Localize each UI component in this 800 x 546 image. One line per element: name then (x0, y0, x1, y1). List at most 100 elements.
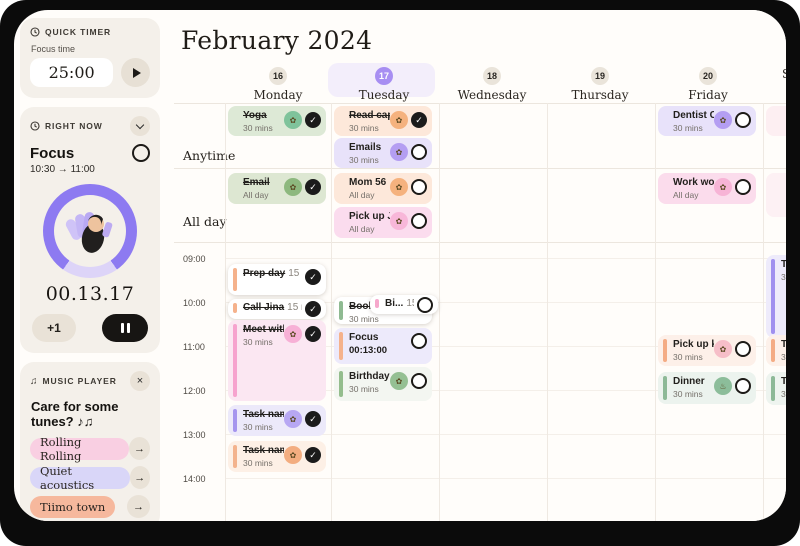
task-checkbox[interactable]: ✓ (305, 326, 321, 342)
task-checkbox[interactable] (411, 333, 427, 349)
event-title: Meet with Clem (243, 324, 284, 335)
flower-icon: ✿ (284, 446, 302, 464)
anytime-row-label: Anytime (183, 148, 236, 163)
close-music-button[interactable]: × (130, 371, 150, 391)
day-header-tuesday[interactable]: 17 Tuesday (331, 67, 437, 102)
event-card[interactable]: Focus 00:13:00 (334, 328, 432, 364)
event-card[interactable]: Pick up Jack at All day ✿ (334, 207, 432, 238)
event-title: Task name (243, 409, 284, 420)
day-header-wednesday[interactable]: 18 Wednesday (439, 67, 545, 102)
grid-line (547, 103, 548, 521)
task-checkbox[interactable] (411, 179, 427, 195)
hour-label: 14:00 (183, 474, 206, 484)
task-checkbox[interactable]: ✓ (305, 179, 321, 195)
event-title: Pick up kids (673, 339, 714, 350)
flower-icon: ✿ (284, 410, 302, 428)
task-checkbox[interactable]: ✓ (411, 112, 427, 128)
event-title: Book (349, 301, 374, 312)
task-checkbox[interactable]: ✓ (305, 112, 321, 128)
event-card[interactable]: Task name 30 mins (766, 372, 786, 405)
event-subtitle: 30 mins (673, 352, 703, 362)
open-playlist-button[interactable]: → (127, 495, 150, 518)
pause-icon (120, 323, 124, 333)
event-card[interactable]: Read cap 2 30 mins ✿✓ (334, 106, 432, 136)
event-content: Task name 30 mins (781, 339, 786, 362)
timer-duration-input[interactable]: 25:00 (30, 58, 114, 87)
event-subtitle: All day (349, 224, 375, 234)
event-duration-bar (233, 445, 237, 468)
event-icons: ✿ (390, 372, 427, 390)
timer-progress-ring (43, 184, 137, 278)
day-name: Monday (253, 88, 303, 102)
task-checkbox[interactable] (417, 297, 433, 313)
event-card[interactable]: Emails 30 mins ✿ (334, 138, 432, 168)
scooter-icon: ✿ (714, 340, 732, 358)
task-checkbox[interactable]: ✓ (305, 301, 321, 317)
task-checkbox[interactable] (735, 341, 751, 357)
event-subtitle: All day (243, 190, 269, 200)
allday-row-label: All day (183, 214, 227, 229)
event-card[interactable]: Bi...15 min (370, 295, 438, 314)
event-subtitle: All day (673, 190, 699, 200)
clock-icon (30, 27, 40, 37)
task-checkbox[interactable] (735, 179, 751, 195)
grid-line (225, 346, 786, 347)
focus-illustration (65, 212, 113, 253)
pause-button[interactable] (102, 314, 148, 342)
event-card[interactable]: Dinner 30 mins ♨ (658, 372, 756, 404)
task-checkbox[interactable] (411, 144, 427, 160)
task-checkbox[interactable]: ✓ (305, 447, 321, 463)
event-card[interactable]: Meet with Clem 30 mins ✿✓ (228, 320, 326, 401)
task-checkbox[interactable] (735, 378, 751, 394)
event-subtitle: 30 mins (349, 314, 379, 324)
event-card[interactable]: Email All day ✿ ✓ (228, 173, 326, 204)
right-now-title: RIGHT NOW (45, 121, 103, 131)
event-card[interactable] (766, 173, 786, 217)
event-title: Dentist Check (673, 110, 714, 121)
open-playlist-button[interactable]: → (129, 466, 150, 489)
event-icons (417, 297, 433, 313)
event-card[interactable]: Dentist Check 30 mins ✿ (658, 106, 756, 136)
playlist-pill[interactable]: Quiet acoustics (30, 464, 130, 492)
day-header-friday[interactable]: 20 Friday (655, 67, 761, 102)
task-checkbox[interactable]: ✓ (305, 269, 321, 285)
task-checkbox[interactable]: ✓ (305, 411, 321, 427)
open-playlist-button[interactable]: → (128, 437, 150, 460)
event-title: Task name (781, 376, 786, 387)
plus-one-button[interactable]: +1 (32, 314, 76, 342)
playlist-pill[interactable]: Tiimo town (30, 495, 116, 518)
event-title: Mom 56 (349, 177, 387, 188)
event-card[interactable]: Task name 30 mins ✿✓ (228, 405, 326, 436)
day-header-thursday[interactable]: 19 Thursday (547, 67, 653, 102)
event-card[interactable] (766, 106, 786, 136)
day-header-saturday[interactable]: Saturday (782, 67, 786, 81)
event-card[interactable]: Task name 30 mins (766, 255, 786, 338)
playlist-pill[interactable]: Rolling Rolling (30, 435, 129, 463)
event-card[interactable]: Birthday prep 30 mins ✿ (334, 367, 432, 401)
event-subtitle: 30 mins (673, 123, 703, 133)
event-content: Read cap 2 30 mins (349, 110, 390, 133)
grid-line (174, 242, 786, 243)
event-card[interactable]: Task name 30 mins ✿✓ (228, 441, 326, 472)
day-header-monday[interactable]: 16 Monday (225, 67, 331, 102)
current-task-checkbox[interactable] (132, 144, 150, 162)
event-card[interactable]: Mom 56 All day ✿ (334, 173, 432, 204)
event-duration-bar (771, 376, 775, 401)
music-player-title: MUSIC PLAYER (42, 376, 117, 386)
event-card[interactable]: Work work All day ✿ (658, 173, 756, 204)
task-checkbox[interactable] (411, 213, 427, 229)
task-checkbox[interactable] (411, 373, 427, 389)
collapse-right-now-button[interactable] (130, 116, 150, 136)
play-button[interactable] (121, 58, 150, 87)
event-card[interactable]: Yoga 30 mins ✿ ✓ (228, 106, 326, 136)
grid-line (331, 103, 332, 521)
grid-line (174, 168, 786, 169)
grid-line (439, 103, 440, 521)
event-card[interactable]: Task name 30 mins (766, 335, 786, 366)
event-card[interactable]: Pick up kids 30 mins ✿ (658, 335, 756, 366)
task-checkbox[interactable] (735, 112, 751, 128)
